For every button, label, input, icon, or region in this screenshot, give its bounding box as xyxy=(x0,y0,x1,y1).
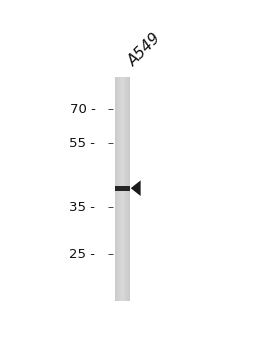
Text: 70 -: 70 - xyxy=(70,103,95,116)
Bar xyxy=(126,77,127,301)
Bar xyxy=(123,77,124,301)
Bar xyxy=(118,77,119,301)
Bar xyxy=(116,77,117,301)
Bar xyxy=(117,77,118,301)
Bar xyxy=(128,77,129,301)
Bar xyxy=(127,77,128,301)
Bar xyxy=(119,77,120,301)
Bar xyxy=(129,77,130,301)
Text: A549: A549 xyxy=(125,30,164,69)
Text: 25 -: 25 - xyxy=(69,248,95,261)
Text: 35 -: 35 - xyxy=(69,200,95,213)
Bar xyxy=(120,77,121,301)
Bar xyxy=(124,77,125,301)
Bar xyxy=(125,77,126,301)
Bar xyxy=(115,77,116,301)
Polygon shape xyxy=(131,180,141,196)
Bar xyxy=(122,77,123,301)
Bar xyxy=(115,186,130,191)
Text: 55 -: 55 - xyxy=(69,137,95,150)
Bar xyxy=(121,77,122,301)
Bar xyxy=(115,77,130,301)
